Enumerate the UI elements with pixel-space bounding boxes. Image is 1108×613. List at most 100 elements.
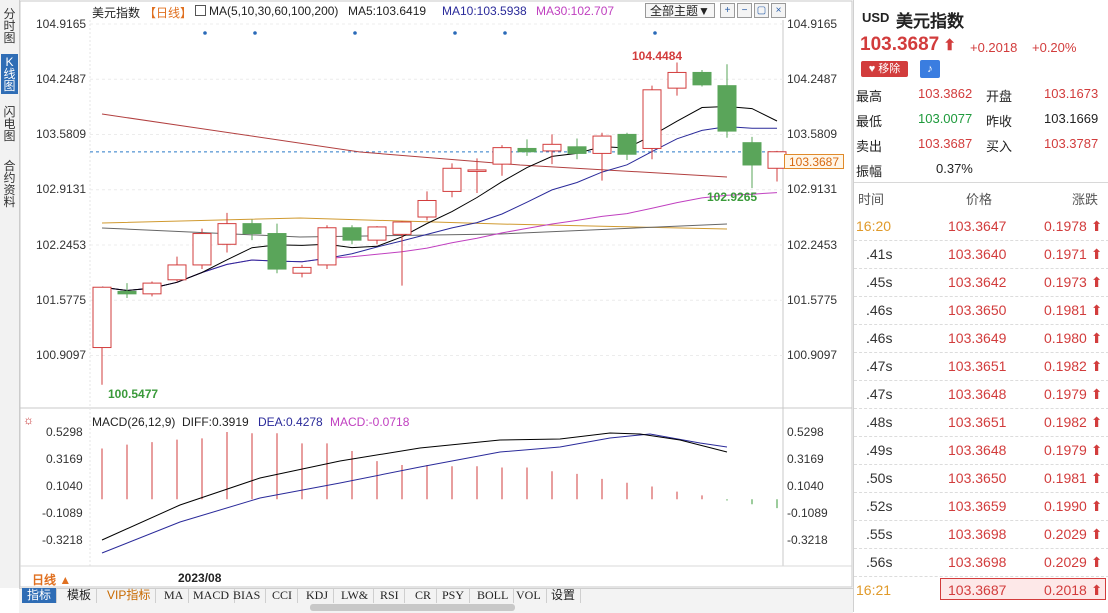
theme-select[interactable]: 全部主题▼	[645, 3, 715, 18]
chart-border	[19, 0, 853, 588]
candle-up	[317, 227, 337, 266]
tab-timeshare[interactable]: 分时图	[3, 7, 16, 45]
diff-line	[101, 432, 728, 541]
tick-row: 16:20 103.3647 0.1978 ⬆	[854, 212, 1108, 241]
tab-contract-info[interactable]: 合约资料	[3, 159, 16, 209]
candle-down	[692, 71, 712, 86]
alert-bell-icon[interactable]: ♪	[920, 60, 940, 78]
y-axis-label-right: 102.2453	[787, 238, 838, 252]
tick-price: 103.3647	[948, 218, 1007, 234]
candle-down	[517, 147, 537, 153]
ma10-line	[101, 126, 777, 292]
event-marker-icon	[353, 31, 357, 35]
tick-time: 16:21	[856, 582, 892, 598]
tick-row: .46s 103.3649 0.1980 ⬆	[854, 324, 1108, 353]
y-axis-label-left: 101.5775	[36, 293, 87, 307]
tab-cr[interactable]: CR	[410, 588, 438, 603]
fullscreen-icon[interactable]: ▢	[754, 3, 769, 18]
tick-row: .48s 103.3651 0.1982 ⬆	[854, 408, 1108, 437]
candle-down	[617, 133, 637, 155]
y-axis-label-left: 103.5809	[36, 127, 87, 141]
ma-settings-icon[interactable]	[195, 5, 206, 16]
tab-lw[interactable]: LW&	[336, 588, 375, 603]
tab-vol[interactable]: VOL	[511, 588, 547, 603]
zoom-out-icon[interactable]: −	[737, 3, 752, 18]
y-axis-label-left: 102.9131	[36, 182, 87, 196]
tab-settings[interactable]: 设置	[546, 588, 582, 603]
tab-cci[interactable]: CCI	[267, 588, 299, 603]
macd-axis-label-right: -0.3218	[787, 533, 828, 547]
tick-row: 16:21 103.3687 0.2018 ⬆	[854, 576, 1108, 604]
high-annotation: 104.4484	[632, 49, 683, 63]
tick-time: .50s	[866, 470, 893, 486]
stat-row: 最低 103.0077 昨收 103.1669	[856, 111, 1099, 129]
macd-axis-label-left: -0.1089	[42, 506, 83, 520]
candle-up	[592, 135, 612, 154]
tick-price: 103.3648	[948, 442, 1007, 458]
event-marker-icon	[453, 31, 457, 35]
macd-dea: DEA:0.4278	[258, 415, 323, 429]
tab-boll[interactable]: BOLL	[472, 588, 515, 603]
low-annotation: 100.5477	[108, 387, 159, 401]
ma200-line	[101, 113, 728, 178]
y-axis-label-right: 104.9165	[787, 17, 838, 31]
tab-macd[interactable]: MACD	[188, 588, 236, 603]
event-marker-icon	[203, 31, 207, 35]
tick-change: 0.2029 ⬆	[1044, 526, 1103, 542]
tab-vip-indicators[interactable]: VIP指标	[102, 588, 157, 603]
ma5-line	[101, 105, 778, 292]
remove-watchlist-button[interactable]: ♥ 移除	[861, 61, 908, 77]
tick-price: 103.3650	[948, 470, 1007, 486]
date-label: 2023/08	[178, 571, 222, 585]
horizontal-scrollbar[interactable]	[310, 604, 515, 611]
tab-ma[interactable]: MA	[159, 588, 190, 603]
candle-up	[667, 71, 687, 89]
candle-up	[167, 264, 187, 281]
candle-up	[642, 89, 662, 149]
tick-row: .55s 103.3698 0.2029 ⬆	[854, 520, 1108, 549]
close-icon[interactable]: ×	[771, 3, 786, 18]
macd-settings-icon[interactable]: ☼	[23, 413, 34, 427]
tab-kdj[interactable]: KDJ	[301, 588, 335, 603]
symbol-name: 美元指数	[896, 12, 964, 31]
ma30-value: MA30:102.707	[536, 4, 615, 18]
macd-label: MACD(26,12,9)	[92, 415, 176, 429]
candle-down	[567, 146, 587, 154]
tick-row: .50s 103.3650 0.1981 ⬆	[854, 464, 1108, 493]
divider	[854, 182, 1108, 183]
macd-axis-label-right: 0.5298	[787, 425, 824, 439]
macd-axis-label-left: 0.3169	[46, 452, 83, 466]
last-price: 103.3687 ⬆	[860, 34, 956, 55]
symbol-code: USD	[862, 10, 890, 25]
tick-change: 0.1981 ⬆	[1044, 302, 1103, 318]
tick-change: 0.1990 ⬆	[1044, 498, 1103, 514]
tick-price: 103.3640	[948, 246, 1007, 262]
period-button[interactable]: 日线 ▲	[32, 573, 72, 587]
tick-change: 0.1982 ⬆	[1044, 414, 1103, 430]
ma60-line	[101, 223, 728, 238]
tab-lightning[interactable]: 闪电图	[3, 105, 16, 143]
candle-down	[117, 290, 137, 295]
candle-up	[92, 286, 112, 349]
y-axis-label-right: 104.2487	[787, 72, 838, 86]
tab-bias[interactable]: BIAS	[228, 588, 267, 603]
tab-templates[interactable]: 模板	[62, 588, 98, 603]
price-change-pct: +0.20%	[1032, 40, 1077, 55]
dea-line	[101, 433, 728, 554]
tick-change: 0.2018 ⬆	[1044, 582, 1103, 598]
tab-psy[interactable]: PSY	[437, 588, 471, 603]
zoom-in-icon[interactable]: +	[720, 3, 735, 18]
tab-rsi[interactable]: RSI	[375, 588, 405, 603]
stat-row: 卖出 103.3687 买入 103.3787	[856, 136, 1099, 154]
ma100-line	[101, 217, 728, 230]
tab-indicators[interactable]: 指标	[22, 588, 58, 603]
macd-axis-label-right: 0.3169	[787, 452, 824, 466]
kline-chart[interactable]	[19, 0, 853, 588]
tick-row: .41s 103.3640 0.1971 ⬆	[854, 240, 1108, 269]
candle-down	[342, 227, 362, 241]
macd-diff: DIFF:0.3919	[182, 415, 249, 429]
macd-axis-label-right: 0.1040	[787, 479, 824, 493]
tick-row: .45s 103.3642 0.1973 ⬆	[854, 268, 1108, 297]
chart-title: 美元指数	[92, 6, 141, 20]
